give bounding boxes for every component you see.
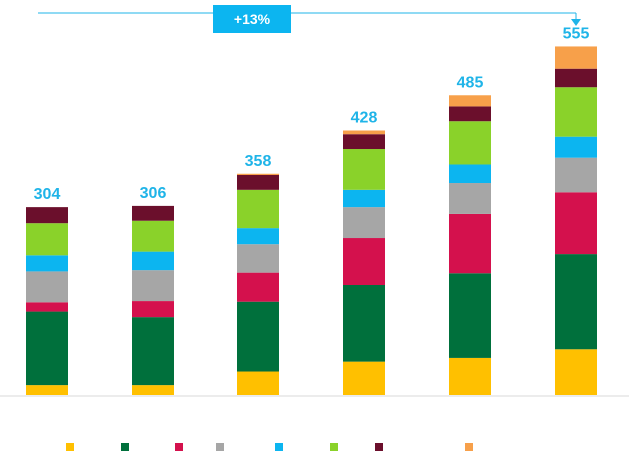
bar-segment-4-2 — [449, 213, 491, 274]
bar-segment-0-1 — [26, 311, 68, 386]
bar-segment-3-1 — [343, 284, 385, 362]
total-label-5: 555 — [563, 25, 590, 42]
total-label-1: 306 — [140, 185, 167, 202]
bar-segment-3-7 — [343, 130, 385, 135]
bar-segment-2-6 — [237, 174, 279, 190]
growth-arrow: +13% — [38, 5, 581, 33]
bar-segment-4-4 — [449, 164, 491, 184]
bar-segment-5-1 — [555, 254, 597, 350]
bar-segment-3-2 — [343, 238, 385, 285]
bar-segment-3-0 — [343, 361, 385, 395]
legend-swatch-4 — [275, 443, 283, 451]
bar-segment-2-1 — [237, 301, 279, 372]
total-label-3: 428 — [351, 109, 378, 126]
bar-segment-0-4 — [26, 255, 68, 272]
bar-segment-5-6 — [555, 68, 597, 88]
total-labels: 304 306 358 428 485 555 — [34, 25, 590, 203]
bar-segment-3-4 — [343, 189, 385, 208]
legend-swatch-2 — [175, 443, 183, 451]
bar-segment-5-3 — [555, 157, 597, 193]
bar-segment-5-7 — [555, 46, 597, 69]
bar-segment-1-4 — [132, 251, 174, 271]
bar-segment-1-5 — [132, 220, 174, 252]
legend-swatch-3 — [216, 443, 224, 451]
bar-segment-1-6 — [132, 205, 174, 221]
bar-segment-2-3 — [237, 244, 279, 273]
bar-segment-0-2 — [26, 302, 68, 312]
bar-segment-0-5 — [26, 223, 68, 256]
growth-badge-text: +13% — [234, 11, 271, 27]
bar-segment-1-0 — [132, 385, 174, 395]
bar-segment-5-2 — [555, 192, 597, 255]
growth-badge — [213, 5, 291, 33]
bar-segment-0-0 — [26, 385, 68, 395]
bar-segment-2-7 — [237, 173, 279, 175]
bar-segment-1-3 — [132, 270, 174, 302]
bar-segment-0-3 — [26, 271, 68, 303]
bar-segment-4-7 — [449, 95, 491, 107]
bar-segment-4-3 — [449, 183, 491, 214]
bar-segment-4-0 — [449, 357, 491, 395]
bar-segment-0-6 — [26, 207, 68, 224]
bar-segment-4-5 — [449, 121, 491, 165]
bar-stacks — [26, 46, 597, 395]
bar-segment-2-5 — [237, 189, 279, 229]
bar-segment-5-0 — [555, 349, 597, 395]
total-label-2: 358 — [245, 153, 272, 170]
bar-segment-4-6 — [449, 106, 491, 122]
bar-segment-2-0 — [237, 371, 279, 395]
total-label-0: 304 — [34, 186, 61, 203]
legend-swatch-0 — [66, 443, 74, 451]
bar-segment-3-5 — [343, 149, 385, 190]
bar-segment-1-2 — [132, 301, 174, 318]
bar-segment-2-4 — [237, 228, 279, 245]
growth-arrow-head — [571, 19, 581, 26]
total-label-4: 485 — [457, 74, 484, 91]
legend-swatch-6 — [375, 443, 383, 451]
bar-segment-3-6 — [343, 134, 385, 150]
bar-segment-1-1 — [132, 317, 174, 386]
bar-segment-5-5 — [555, 87, 597, 137]
bar-segment-5-4 — [555, 136, 597, 158]
legend-swatch-7 — [465, 443, 473, 451]
legend-swatch-1 — [121, 443, 129, 451]
bar-segment-3-3 — [343, 207, 385, 239]
legend-swatch-5 — [330, 443, 338, 451]
bar-segment-2-2 — [237, 272, 279, 302]
legend — [66, 443, 473, 451]
bar-segment-4-1 — [449, 273, 491, 358]
